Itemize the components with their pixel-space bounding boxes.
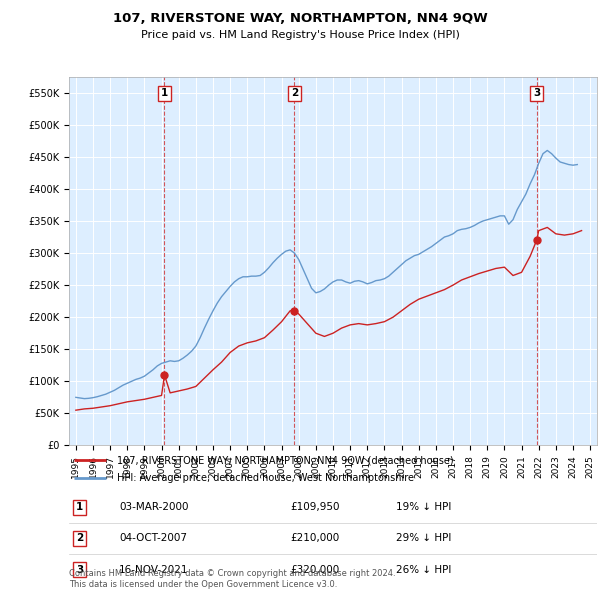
Text: £210,000: £210,000 <box>291 533 340 543</box>
Text: 2: 2 <box>291 88 298 99</box>
Text: 107, RIVERSTONE WAY, NORTHAMPTON, NN4 9QW (detached house): 107, RIVERSTONE WAY, NORTHAMPTON, NN4 9Q… <box>116 455 453 465</box>
Text: 1: 1 <box>76 502 83 512</box>
Text: 19% ↓ HPI: 19% ↓ HPI <box>397 502 452 512</box>
Text: Contains HM Land Registry data © Crown copyright and database right 2024.
This d: Contains HM Land Registry data © Crown c… <box>69 569 395 589</box>
Text: HPI: Average price, detached house, West Northamptonshire: HPI: Average price, detached house, West… <box>116 473 413 483</box>
Text: Price paid vs. HM Land Registry's House Price Index (HPI): Price paid vs. HM Land Registry's House … <box>140 30 460 40</box>
Text: 1: 1 <box>161 88 168 99</box>
Text: £320,000: £320,000 <box>291 565 340 575</box>
Text: 26% ↓ HPI: 26% ↓ HPI <box>397 565 452 575</box>
Text: 03-MAR-2000: 03-MAR-2000 <box>119 502 188 512</box>
Text: £109,950: £109,950 <box>291 502 340 512</box>
Text: 2: 2 <box>76 533 83 543</box>
Text: 3: 3 <box>76 565 83 575</box>
Text: 107, RIVERSTONE WAY, NORTHAMPTON, NN4 9QW: 107, RIVERSTONE WAY, NORTHAMPTON, NN4 9Q… <box>113 12 487 25</box>
Text: 3: 3 <box>533 88 540 99</box>
Text: 16-NOV-2021: 16-NOV-2021 <box>119 565 188 575</box>
Text: 29% ↓ HPI: 29% ↓ HPI <box>397 533 452 543</box>
Text: 04-OCT-2007: 04-OCT-2007 <box>119 533 187 543</box>
